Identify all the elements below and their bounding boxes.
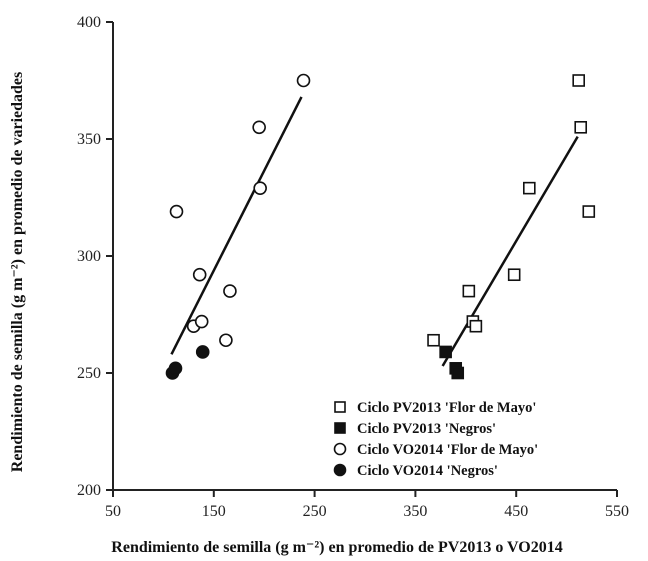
data-point [192,267,207,282]
y-tick-label: 200 [77,482,101,499]
x-tick-label: 250 [303,503,327,520]
data-point [195,345,210,359]
legend-label: Ciclo PV2013 'Negros' [357,421,496,437]
x-tick-label: 450 [504,503,528,520]
data-point [462,284,476,298]
legend-label: Ciclo VO2014 'Negros' [357,463,498,479]
legend-marker [333,463,347,477]
legend-marker [334,401,346,413]
x-tick-label: 150 [202,503,226,520]
legend: Ciclo PV2013 'Flor de Mayo' Ciclo PV2013 … [333,400,538,479]
data-point [582,205,596,218]
x-tick-label: 50 [105,503,121,520]
data-point [219,333,233,348]
y-axis-label: Rendimiento de semilla (g m⁻²) en promed… [9,72,26,472]
legend-marker [333,442,347,456]
trendlines [170,96,579,367]
x-axis-label: Rendimiento de semilla (g m⁻²) en promed… [111,539,562,556]
axes: 200 250 300 350 400 50 150 250 350 450 550 [77,14,629,520]
legend-label: Ciclo PV2013 'Flor de Mayo' [357,400,536,416]
data-point [439,345,452,359]
data-point [469,319,483,333]
data-point [572,74,585,87]
y-tick-label: 400 [77,14,101,31]
data-point [296,73,311,88]
data-point [223,284,237,298]
trendline [441,136,579,367]
data-point [168,361,183,376]
y-tick-label: 300 [77,248,101,265]
legend-label: Ciclo VO2014 'Flor de Mayo' [357,442,538,458]
data-point [574,121,588,134]
data-point [523,181,536,195]
trendline [170,96,303,355]
data-points [165,73,596,380]
data-point [253,181,267,195]
data-point [507,268,521,282]
x-tick-label: 350 [403,503,427,520]
data-point [169,204,184,219]
data-point [252,120,266,135]
data-point [427,333,440,347]
legend-marker [334,422,346,434]
data-point [451,366,465,380]
x-tick-label: 550 [605,503,629,520]
data-point [194,314,209,329]
y-tick-label: 250 [77,365,101,382]
y-tick-label: 350 [77,131,101,148]
